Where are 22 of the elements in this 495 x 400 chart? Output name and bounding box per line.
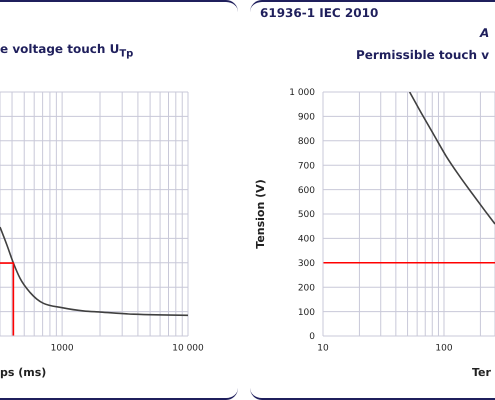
y-axis-title: Tension (V) bbox=[254, 179, 267, 249]
y-tick-label: 0 bbox=[309, 332, 316, 342]
x-tick-label: 100 bbox=[435, 343, 453, 354]
chart-title: Permissible touch v bbox=[356, 48, 490, 62]
y-tick-label: 100 bbox=[298, 308, 316, 318]
y-tick-label: 300 bbox=[298, 258, 316, 269]
y-tick-label: 600 bbox=[298, 186, 316, 196]
x-tick-label: 1000 bbox=[50, 343, 74, 354]
y-tick-label: 500 bbox=[298, 210, 316, 220]
x-tick-label: 10 000 bbox=[172, 343, 204, 354]
y-tick-label: 400 bbox=[298, 234, 316, 245]
y-tick-label: 700 bbox=[298, 161, 316, 172]
y-tick-label: 900 bbox=[298, 112, 316, 123]
text: A bbox=[480, 26, 490, 40]
y-tick-label: 200 bbox=[298, 283, 316, 294]
x-axis-title: Ter bbox=[472, 366, 491, 379]
y-tick-label: 1 000 bbox=[289, 88, 316, 98]
x-tick-label: 10 bbox=[317, 343, 329, 354]
chart-title: e voltage touch U$_{Tp}$ bbox=[0, 42, 134, 60]
x-axis-title: ps (ms) bbox=[0, 366, 46, 379]
y-tick-label: 800 bbox=[298, 136, 316, 147]
text: 61936-1 IEC 2010 bbox=[260, 6, 378, 20]
